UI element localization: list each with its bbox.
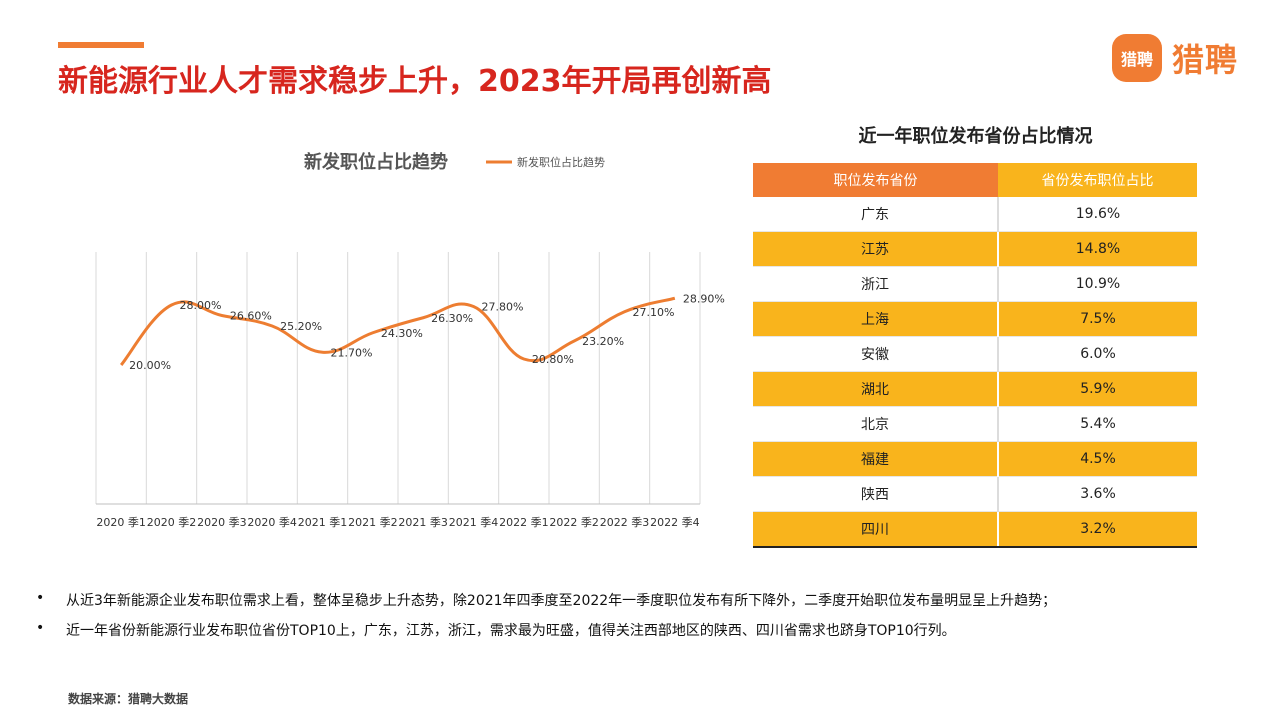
province-cell: 陕西 [753,476,999,512]
table-row: 陕西 3.6% [753,476,1197,512]
province-cell: 北京 [753,406,999,442]
x-tick-label: 2021 季4 [449,516,499,529]
bullet-text: 从近3年新能源企业发布职位需求上看，整体呈稳步上升态势，除2021年四季度至20… [66,593,1057,609]
chart-x-axis: 2020 季1 2020 季2 2020 季3 2020 季4 2021 季1 2021 … [96,516,699,529]
share-cell: 10.9% [998,266,1197,302]
page-title: 新能源行业人才需求稳步上升，2023年开局再创新高 [58,64,772,99]
table-row: 安徽 6.0% [753,336,1197,372]
province-share-table: 职位发布省份 省份发布职位占比 广东 19.6% 江苏 14.8% 浙江 10.… [753,163,1197,548]
share-cell: 6.0% [998,336,1197,372]
logo-text: 猎聘 [1172,41,1239,79]
province-cell: 浙江 [753,266,999,302]
x-tick-label: 2022 季4 [650,516,700,529]
x-tick-label: 2021 季1 [298,516,348,529]
data-label: 27.10% [633,306,675,319]
province-cell: 广东 [753,197,999,232]
data-source: 数据来源：猎聘大数据 [68,692,189,706]
share-cell: 5.4% [998,406,1197,442]
data-label: 28.00% [180,299,222,312]
province-cell: 江苏 [753,231,999,267]
table-row: 北京 5.4% [753,406,1197,442]
chart-title: 新发职位占比趋势 [304,151,448,173]
x-tick-label: 2020 季4 [247,516,297,529]
table-row: 福建 4.5% [753,441,1197,477]
header-province: 职位发布省份 [753,163,998,197]
province-cell: 四川 [753,511,999,548]
data-label: 23.20% [582,335,624,348]
province-cell: 福建 [753,441,999,477]
data-label: 24.30% [381,327,423,340]
table-row: 湖北 5.9% [753,371,1197,407]
bullet-dot: • [36,590,45,606]
table-row: 四川 3.2% [753,511,1197,548]
province-cell: 上海 [753,301,999,337]
legend-label: 新发职位占比趋势 [517,155,605,169]
x-tick-label: 2021 季2 [348,516,398,529]
header-share: 省份发布职位占比 [998,163,1197,197]
data-label: 28.90% [683,292,725,305]
x-tick-label: 2020 季2 [147,516,197,529]
x-tick-label: 2022 季1 [499,516,549,529]
x-tick-label: 2022 季3 [600,516,650,529]
liepin-logo: 猎聘 猎聘 [1112,34,1238,82]
chart-data-labels: 20.00% 28.00% 26.60% 25.20% 21.70% 24.30% 26.3… [129,292,725,372]
title-accent-bar [58,42,144,48]
data-label: 20.80% [532,353,574,366]
x-tick-label: 2020 季3 [197,516,247,529]
chart-grid [95,252,701,505]
share-cell: 3.6% [998,476,1197,512]
share-cell: 19.6% [998,197,1197,232]
bullet-dot: • [36,620,45,636]
bullet-item: • 近一年省份新能源行业发布职位省份TOP10上，广东，江苏，浙江，需求最为旺盛… [36,620,1256,650]
province-cell: 湖北 [753,371,999,407]
province-cell: 安徽 [753,336,999,372]
data-label: 26.60% [230,310,272,323]
table-title: 近一年职位发布省份占比情况 [858,126,1093,147]
share-cell: 3.2% [998,511,1197,548]
table-row: 上海 7.5% [753,301,1197,337]
x-tick-label: 2021 季3 [398,516,448,529]
data-label: 27.80% [482,301,524,314]
share-cell: 4.5% [998,441,1197,477]
table-row: 浙江 10.9% [753,266,1197,302]
bullet-text: 近一年省份新能源行业发布职位省份TOP10上，广东，江苏，浙江，需求最为旺盛，值… [66,623,956,639]
share-cell: 14.8% [998,231,1197,267]
table-row: 广东 19.6% [753,197,1197,232]
summary-bullets: • 从近3年新能源企业发布职位需求上看，整体呈稳步上升态势，除2021年四季度至… [36,590,1256,650]
share-cell: 5.9% [998,371,1197,407]
x-tick-label: 2020 季1 [96,516,145,529]
chart-series [120,296,676,366]
share-cell: 7.5% [998,301,1197,337]
series-line [120,296,676,366]
x-tick-label: 2022 季2 [549,516,599,529]
trend-line-chart: 新发职位占比趋势 新发职位占比趋势 20.00% 28.00% 26.60% 25.2… [95,151,725,529]
bullet-item: • 从近3年新能源企业发布职位需求上看，整体呈稳步上升态势，除2021年四季度至… [36,590,1256,620]
data-label: 20.00% [129,359,171,372]
logo-badge: 猎聘 [1112,34,1162,82]
data-label: 21.70% [331,346,373,359]
table-header-row: 职位发布省份 省份发布职位占比 [753,163,1197,197]
data-label: 26.30% [431,312,473,325]
table-row: 江苏 14.8% [753,231,1197,267]
data-label: 25.20% [280,320,322,333]
